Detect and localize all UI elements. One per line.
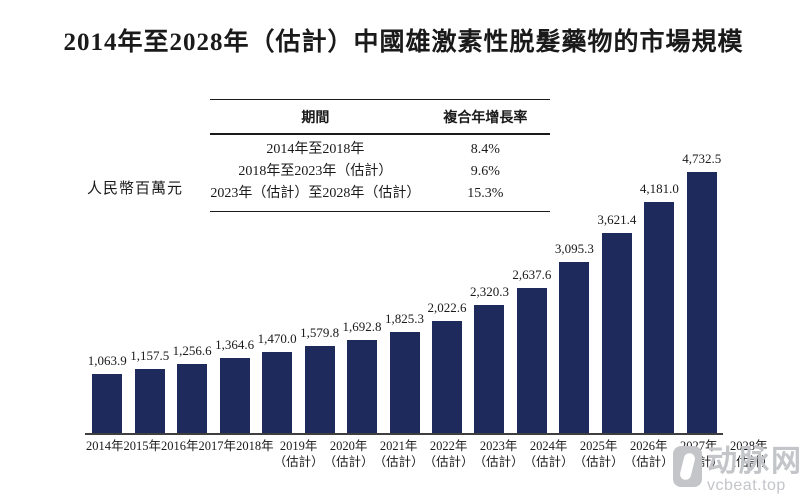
table-header-row: 期間 複合年增長率 <box>210 100 550 135</box>
x-tick-label: 2015年 <box>123 439 162 453</box>
bar-value-label: 2,637.6 <box>512 267 552 282</box>
x-tick-label: 2019年 （估計） <box>273 439 324 469</box>
watermark-brand: 动脉网 <box>707 445 803 478</box>
cell-cagr: 8.4% <box>470 142 500 157</box>
cell-period: 2014年至2018年 <box>266 142 365 157</box>
x-tick-label: 2025年 （估計） <box>573 439 624 469</box>
x-tick-label: 2017年 <box>198 439 237 453</box>
bar-value-label: 4,732.5 <box>682 151 722 166</box>
bar-column: 1,364.6 <box>213 150 255 433</box>
bar-column: 1,256.6 <box>171 150 213 433</box>
vcbeat-logo-icon <box>673 446 702 487</box>
bar-column: 1,579.8 <box>298 150 340 433</box>
bar-column: 1,157.5 <box>128 150 170 433</box>
x-tick-label: 2021年 （估計） <box>373 439 424 469</box>
bar <box>431 321 462 433</box>
bars-row: 1,063.9 1,157.5 1,256.6 1,364.6 1,470.0 1,579… <box>86 150 723 433</box>
bar-value-label: 1,692.8 <box>342 319 382 334</box>
x-tick-label: 2026年 （估計） <box>623 439 674 469</box>
header-period: 期間 <box>301 111 330 126</box>
bar-value-label: 3,095.3 <box>554 241 594 256</box>
cell-period: 2023年（估計）至2028年（估計） <box>210 186 421 201</box>
bar <box>347 340 378 433</box>
x-axis-line <box>85 433 723 435</box>
bar-column: 1,825.3 <box>383 150 425 433</box>
bar-column: 4,181.0 <box>638 150 680 433</box>
bar <box>177 364 208 433</box>
cell-period: 2018年至2023年（估計） <box>238 164 393 179</box>
bar-value-label: 1,157.5 <box>130 348 170 363</box>
bar-column: 2,320.3 <box>468 150 510 433</box>
table-row: 2018年至2023年（估計） 9.6% <box>210 161 550 183</box>
x-tick-label: 2018年 <box>236 439 274 453</box>
cell-cagr: 15.3% <box>467 186 504 201</box>
bar-column: 1,063.9 <box>86 150 128 433</box>
bar-value-label: 1,256.6 <box>172 343 212 358</box>
figure-title: 2014年至2028年（估計）中國雄激素性脱髮藥物的市場規模 <box>63 29 744 56</box>
bar-column: 2,022.6 <box>426 150 468 433</box>
bar-value-label: 2,022.6 <box>427 300 467 315</box>
x-tick-label: 2024年 （估計） <box>523 439 574 469</box>
table-row: 2023年（估計）至2028年（估計） 15.3% <box>210 183 550 205</box>
watermark: 动脉网 vcbeat.top <box>673 445 803 494</box>
bar <box>134 369 165 433</box>
x-tick-label: 2014年 <box>86 439 124 453</box>
bar <box>262 352 293 433</box>
watermark-site: vcbeat.top <box>707 477 786 494</box>
bar-column: 1,470.0 <box>256 150 298 433</box>
x-tick-label: 2016年 <box>161 439 199 453</box>
bar <box>92 374 123 433</box>
x-tick-label: 2023年 （估計） <box>473 439 524 469</box>
bar-column: 2,637.6 <box>511 150 553 433</box>
bar <box>389 332 420 433</box>
table-body: 2014年至2018年 8.4% 2018年至2023年（估計） 9.6% 20… <box>210 135 550 211</box>
table-row: 2014年至2018年 8.4% <box>210 139 550 161</box>
bar-value-label: 1,063.9 <box>87 353 127 368</box>
bar-column: 1,692.8 <box>341 150 383 433</box>
x-axis-labels: 2014年 2015年 2016年 2017年 2018年 2019年 （估計） 2020年（… <box>86 438 774 470</box>
bar-value-label: 1,470.0 <box>257 331 297 346</box>
cagr-table: 期間 複合年增長率 2014年至2018年 8.4% 2018年至2023年（估… <box>210 99 550 212</box>
bar-value-label: 1,579.8 <box>300 325 340 340</box>
bar-column: 3,095.3 <box>553 150 595 433</box>
y-axis-unit-label: 人民幣百萬元 <box>87 181 184 197</box>
bar-value-label: 1,364.6 <box>215 337 255 352</box>
header-cagr: 複合年增長率 <box>443 111 528 126</box>
bar-column: 4,732.5 <box>681 150 723 433</box>
bar-column: 3,621.4 <box>596 150 638 433</box>
bar <box>601 233 632 433</box>
bar-value-label: 3,621.4 <box>597 212 637 227</box>
cell-cagr: 9.6% <box>470 164 500 179</box>
bar <box>474 305 505 433</box>
bar-value-label: 2,320.3 <box>469 284 509 299</box>
watermark-text: 动脉网 vcbeat.top <box>707 445 803 494</box>
bar <box>686 172 717 433</box>
x-tick-label: 2020年 （估計） <box>323 439 374 469</box>
bar <box>516 288 547 433</box>
bar <box>644 202 675 433</box>
bar <box>559 262 590 433</box>
bar <box>219 358 250 433</box>
bar <box>304 346 335 433</box>
bar-value-label: 1,825.3 <box>385 311 425 326</box>
x-tick-label: 2028年 （估計） <box>723 439 774 469</box>
x-tick-label: 2022年 （估計） <box>423 439 474 469</box>
bar-value-label: 4,181.0 <box>639 181 679 196</box>
